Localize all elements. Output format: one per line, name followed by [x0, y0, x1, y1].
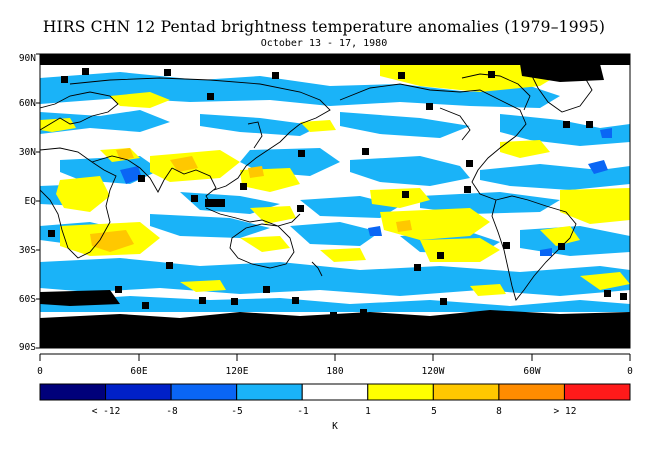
colorbar-unit-label: K — [332, 421, 338, 432]
y-tick-label-eq: EQ — [24, 196, 36, 207]
strong-warm-anomaly-spots — [90, 148, 412, 252]
missing-data-squares — [48, 68, 627, 322]
map-subtitle: October 13 - 17, 1980 — [260, 38, 388, 49]
y-tick-label-90n: 90N — [18, 53, 36, 64]
strong-cold-anomaly-spots — [120, 128, 612, 256]
colorbar-swatch — [498, 383, 565, 401]
colorbar-swatch — [563, 383, 631, 401]
map-title: HIRS CHN 12 Pentad brightness temperatur… — [42, 18, 606, 36]
colorbar-swatch — [105, 383, 172, 401]
x-tick-label-60e: 60E — [130, 366, 148, 377]
warm-anomaly-regions — [40, 58, 630, 296]
y-tick-label-30s: 30S — [18, 245, 36, 256]
colorbar-swatch — [39, 383, 107, 401]
colorbar-swatch — [367, 383, 434, 401]
colorbar-label-neg5: -5 — [231, 406, 243, 417]
colorbar-label-5: 5 — [431, 406, 437, 417]
y-tick-label-30n: 30N — [18, 147, 36, 158]
x-tick-label-360: 0 — [627, 366, 633, 377]
y-tick-label-60s: 60S — [18, 294, 36, 305]
colorbar-swatch — [301, 383, 369, 401]
colorbar-label-lt-12: < -12 — [91, 406, 121, 417]
x-tick-label-60w: 60W — [523, 366, 541, 377]
colorbar-swatch — [236, 383, 303, 401]
y-tick-label-60n: 60N — [18, 98, 36, 109]
y-axis-ticks — [36, 53, 40, 349]
y-tick-label-90s: 90S — [18, 342, 36, 353]
colorbar-swatch — [432, 383, 500, 401]
x-tick-label-180: 180 — [326, 366, 344, 377]
map-field — [40, 54, 630, 348]
x-tick-label-120e: 120E — [225, 366, 249, 377]
colorbar-label-neg1: -1 — [297, 406, 309, 417]
coastlines — [40, 69, 630, 321]
x-tick-label-120w: 120W — [421, 366, 445, 377]
colorbar — [39, 383, 631, 401]
colorbar-label-8: 8 — [496, 406, 502, 417]
x-tick-label-0: 0 — [37, 366, 43, 377]
colorbar-label-1: 1 — [365, 406, 371, 417]
x-axis-ticks — [39, 354, 631, 361]
colorbar-label-gt-12: > 12 — [553, 406, 577, 417]
colorbar-label-neg8: -8 — [166, 406, 178, 417]
colorbar-swatch — [170, 383, 238, 401]
